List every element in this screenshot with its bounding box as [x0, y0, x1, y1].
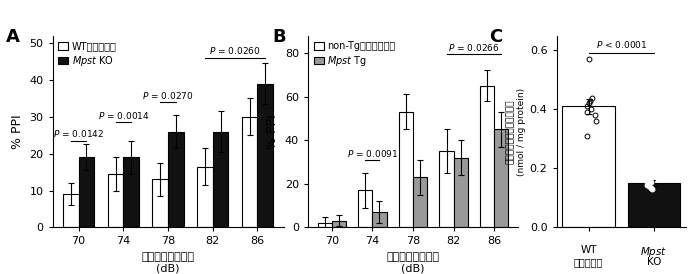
Text: $P$ = 0.0266: $P$ = 0.0266	[448, 42, 500, 53]
Bar	[332, 221, 346, 227]
Bar	[358, 190, 372, 227]
Text: （野生型）: （野生型）	[574, 257, 603, 267]
Bar	[168, 132, 183, 227]
Bar	[454, 158, 468, 227]
Bar	[480, 86, 494, 227]
Text: $P$ = 0.0142: $P$ = 0.0142	[53, 128, 104, 139]
Bar	[153, 179, 168, 227]
X-axis label: プレパルスレベル
(dB): プレパルスレベル (dB)	[141, 252, 195, 274]
Bar	[562, 106, 615, 227]
Text: $P$ = 0.0014: $P$ = 0.0014	[97, 110, 149, 121]
Bar	[494, 129, 508, 227]
Bar	[123, 157, 139, 227]
Text: A: A	[6, 28, 20, 46]
Bar	[413, 177, 427, 227]
Text: $P$ = 0.0091: $P$ = 0.0091	[346, 148, 398, 159]
Bar	[241, 117, 258, 227]
Bar	[399, 112, 413, 227]
Bar	[197, 167, 213, 227]
Text: $P$ < 0.0001: $P$ < 0.0001	[596, 39, 647, 50]
Bar	[78, 157, 95, 227]
Text: WT: WT	[580, 245, 597, 255]
Bar	[213, 132, 228, 227]
Bar	[372, 212, 386, 227]
X-axis label: プレパルスレベル
(dB): プレパルスレベル (dB)	[386, 252, 440, 274]
Bar	[318, 223, 332, 227]
Text: $P$ = 0.0270: $P$ = 0.0270	[142, 90, 194, 101]
Legend: non-Tg　（野生型）, $\it{Mpst}$ Tg: non-Tg （野生型）, $\it{Mpst}$ Tg	[313, 41, 397, 69]
Text: $P$ = 0.0260: $P$ = 0.0260	[209, 45, 261, 56]
Text: $\it{Mpst}$: $\it{Mpst}$	[640, 245, 668, 259]
Bar	[628, 183, 680, 227]
Y-axis label: % PPI: % PPI	[266, 114, 279, 149]
Text: KO: KO	[647, 257, 661, 267]
Y-axis label: 脳内ポリサルファイドの量
(nmol / mg protein): 脳内ポリサルファイドの量 (nmol / mg protein)	[506, 87, 526, 176]
Bar	[440, 151, 454, 227]
Bar	[63, 194, 78, 227]
Bar	[108, 174, 123, 227]
Y-axis label: % PPI: % PPI	[10, 114, 24, 149]
Legend: WT（野生型）, $\it{Mpst}$ KO: WT（野生型）, $\it{Mpst}$ KO	[57, 41, 118, 69]
Bar	[258, 84, 273, 227]
Text: B: B	[272, 28, 286, 46]
Text: C: C	[489, 28, 503, 46]
